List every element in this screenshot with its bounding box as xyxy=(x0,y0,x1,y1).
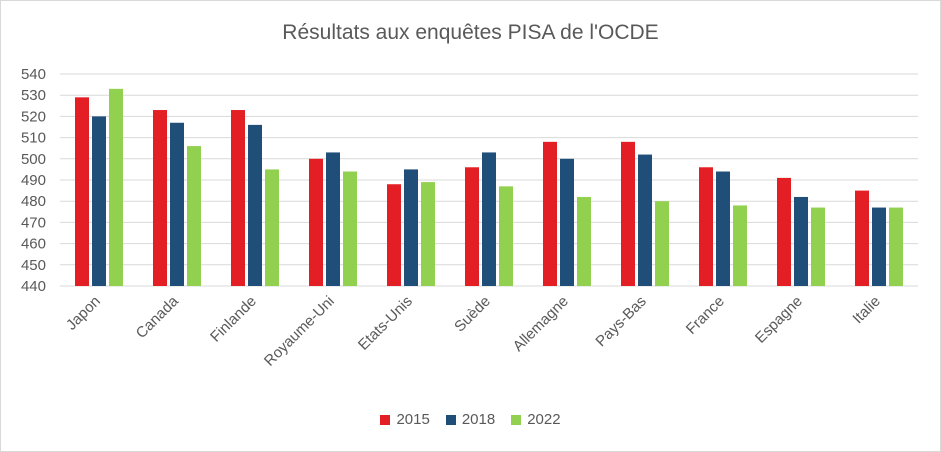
bar-2015 xyxy=(777,177,791,286)
x-tick-label: Suède xyxy=(451,293,494,336)
legend-label: 2022 xyxy=(527,411,561,428)
bar-2022 xyxy=(811,207,825,286)
x-tick-label: Etats-Unis xyxy=(355,293,416,354)
bar-2018 xyxy=(404,169,418,286)
bar-2022 xyxy=(499,186,513,286)
legend-entry-2015: 2015 xyxy=(380,411,430,428)
x-tick-label: France xyxy=(683,293,728,338)
bar-2015 xyxy=(621,141,635,286)
bar-2018 xyxy=(794,196,808,286)
bar-2022 xyxy=(655,201,669,286)
y-tick-label: 540 xyxy=(21,66,46,83)
bar-2015 xyxy=(231,110,245,286)
y-tick-label: 480 xyxy=(21,193,46,210)
bar-2015 xyxy=(699,167,713,286)
y-tick-label: 510 xyxy=(21,130,46,147)
legend-entry-2018: 2018 xyxy=(445,411,496,428)
bar-2022 xyxy=(109,88,123,286)
bar-2018 xyxy=(872,207,886,286)
bar-2015 xyxy=(75,97,89,286)
legend-swatch xyxy=(445,414,456,425)
bar-2018 xyxy=(560,158,574,286)
bar-2015 xyxy=(153,110,167,286)
legend-entry-2022: 2022 xyxy=(511,411,561,428)
x-tick-label: Royaume-Uni xyxy=(261,293,338,370)
legend-label: 2018 xyxy=(461,411,496,428)
bar-2018 xyxy=(482,152,496,286)
bar-2015 xyxy=(855,190,869,286)
bar-2022 xyxy=(733,205,747,286)
y-tick-label: 520 xyxy=(21,108,46,125)
bar-2022 xyxy=(187,146,201,286)
bar-2018 xyxy=(326,152,340,286)
x-tick-label: Canada xyxy=(133,292,183,342)
bar-2015 xyxy=(309,158,323,286)
x-tick-label: Espagne xyxy=(752,293,806,347)
chart-title: Résultats aux enquêtes PISA de l'OCDE xyxy=(282,21,659,44)
x-tick-label: Pays-Bas xyxy=(592,293,649,350)
bar-2018 xyxy=(170,122,184,286)
y-tick-label: 450 xyxy=(21,257,46,274)
bar-2018 xyxy=(248,124,262,286)
y-tick-label: 530 xyxy=(21,87,46,104)
legend-swatch xyxy=(511,414,522,425)
bar-2022 xyxy=(577,196,591,286)
plot-area: 440 450 460 470 480 490 500 510 520 530 540 Japon Ca… xyxy=(21,66,918,370)
x-tick-label: Italie xyxy=(849,293,883,327)
y-tick-label: 470 xyxy=(21,214,46,231)
y-tick-label: 460 xyxy=(21,236,46,253)
bar-2015 xyxy=(543,141,557,286)
bar-2022 xyxy=(421,182,435,286)
bar-2022 xyxy=(343,171,357,286)
bar-2015 xyxy=(465,167,479,286)
y-tick-label: 500 xyxy=(21,151,46,168)
x-tick-label: Finlande xyxy=(207,293,260,346)
bar-2018 xyxy=(716,171,730,286)
legend: 2015 2018 2022 xyxy=(1,411,940,428)
bar-2022 xyxy=(889,207,903,286)
y-tick-label: 440 xyxy=(21,278,46,295)
bar-2018 xyxy=(638,154,652,286)
legend-label: 2015 xyxy=(396,411,430,428)
x-tick-label: Japon xyxy=(63,293,104,334)
y-tick-label: 490 xyxy=(21,172,46,189)
bar-2022 xyxy=(265,169,279,286)
x-tick-label: Allemagne xyxy=(510,293,572,355)
bar-2015 xyxy=(387,184,401,286)
legend-swatch xyxy=(380,414,391,425)
bar-2018 xyxy=(92,116,106,287)
